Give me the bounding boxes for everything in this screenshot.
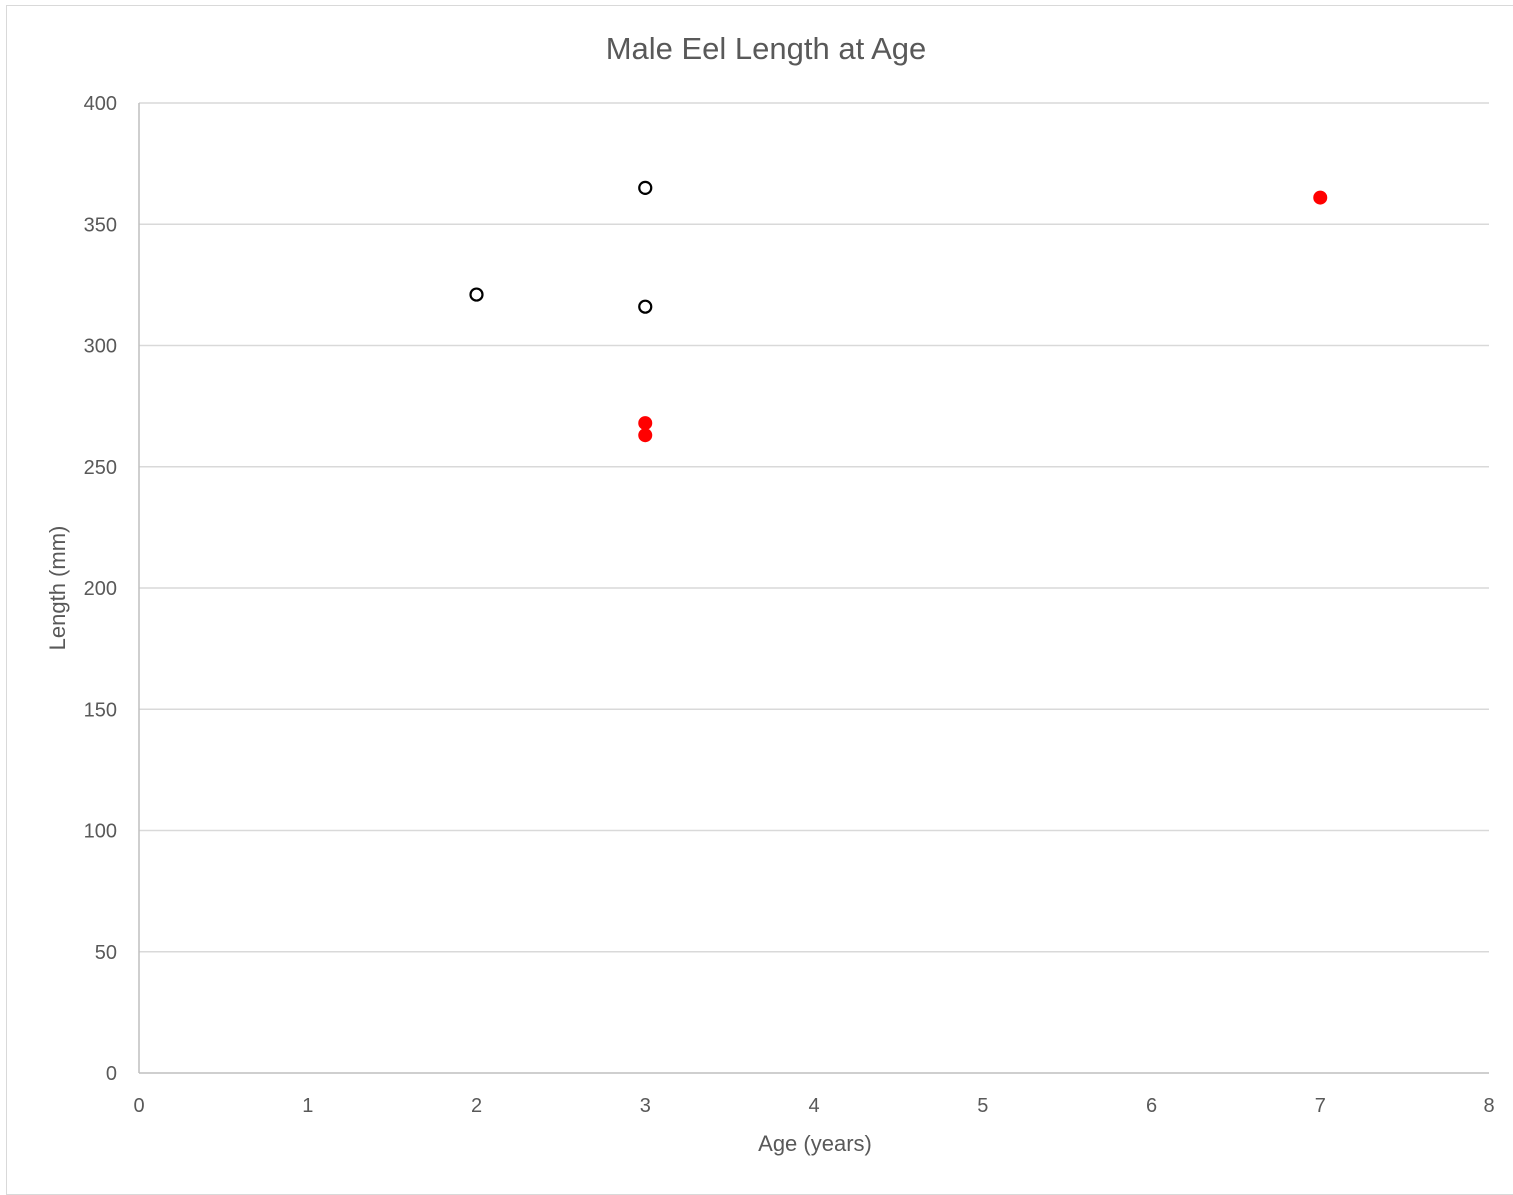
chart-area	[6, 5, 1513, 1195]
y-tick-label-100: 100	[84, 821, 117, 843]
x-tick-label-6: 6	[1146, 1095, 1157, 1117]
x-tick-label-8: 8	[1483, 1095, 1494, 1117]
data-point	[638, 428, 653, 443]
y-tick-label-250: 250	[84, 457, 117, 479]
y-tick-label-300: 300	[84, 336, 117, 358]
data-point	[638, 299, 653, 314]
x-tick-label-3: 3	[640, 1095, 651, 1117]
y-tick-label-200: 200	[84, 578, 117, 600]
y-tick-label-150: 150	[84, 699, 117, 721]
y-tick-label-350: 350	[84, 214, 117, 236]
y-axis-title: Length (mm)	[45, 526, 70, 651]
x-tick-label-4: 4	[808, 1095, 819, 1117]
data-points	[469, 180, 1328, 443]
data-point	[638, 416, 653, 431]
data-point	[1313, 190, 1328, 205]
y-axis-tick-labels: 0 50 100 150 200 250 300 350 400	[84, 93, 117, 1085]
x-tick-label-5: 5	[977, 1095, 988, 1117]
y-tick-label-0: 0	[106, 1063, 117, 1085]
data-point	[638, 180, 653, 195]
chart-title: Male Eel Length at Age	[606, 31, 927, 66]
y-tick-label-400: 400	[84, 93, 117, 115]
data-point	[469, 287, 484, 302]
axes	[138, 103, 1489, 1074]
x-tick-label-7: 7	[1315, 1095, 1326, 1117]
y-tick-label-50: 50	[95, 942, 117, 964]
x-axis-tick-labels: 0 1 2 3 4 5 6 7 8	[133, 1095, 1494, 1117]
x-axis-title: Age (years)	[758, 1131, 872, 1156]
x-tick-label-1: 1	[302, 1095, 313, 1117]
gridlines	[139, 102, 1489, 953]
x-tick-label-2: 2	[471, 1095, 482, 1117]
x-tick-label-0: 0	[133, 1095, 144, 1117]
